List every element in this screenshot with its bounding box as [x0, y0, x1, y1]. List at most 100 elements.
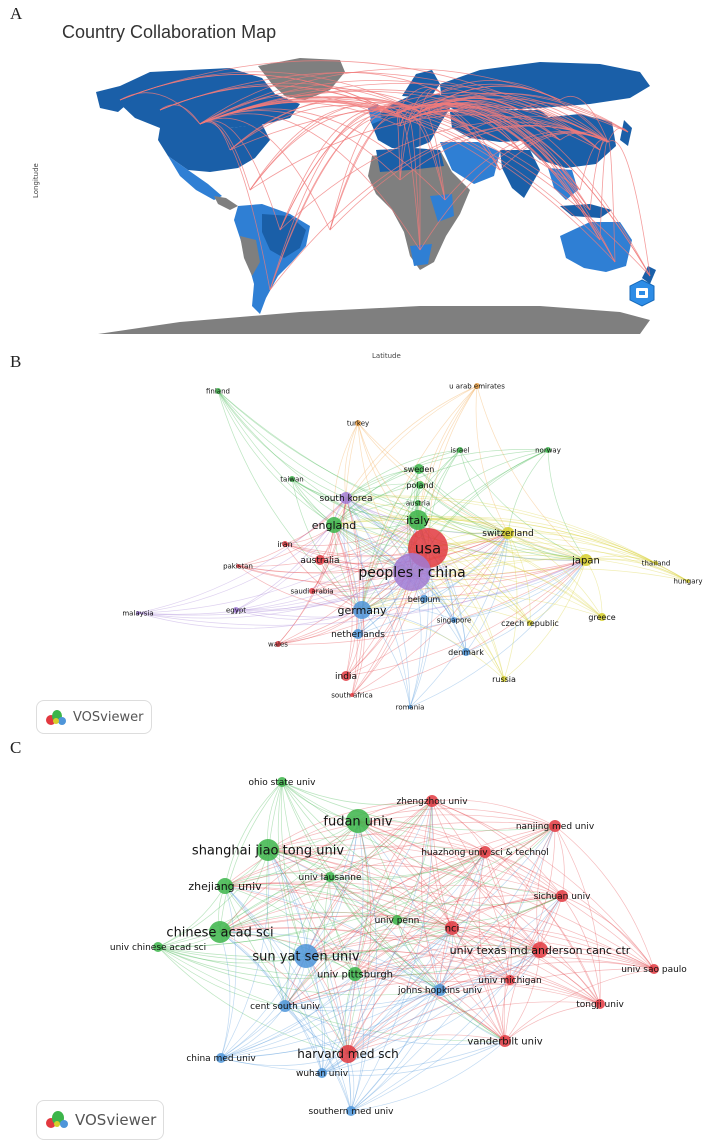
institution-node-univ-texas-md-anderson-canc-ctr[interactable] — [532, 942, 548, 958]
country-node-singapore[interactable] — [451, 617, 457, 623]
institution-node-china-med-univ[interactable] — [216, 1053, 226, 1063]
institution-link — [484, 851, 655, 970]
institution-node-univ-sao-paulo[interactable] — [649, 964, 659, 974]
country-link — [459, 449, 509, 534]
country-link — [345, 385, 478, 499]
institution-link — [224, 845, 486, 887]
collaboration-link — [519, 102, 609, 143]
institution-node-huazhong-univ-sci-technol[interactable] — [479, 846, 491, 858]
country-link — [529, 559, 587, 624]
country-node-netherlands[interactable] — [353, 629, 363, 639]
institution-node-chinese-acad-sci[interactable] — [209, 921, 231, 943]
institution-node-cent-south-univ[interactable] — [279, 1000, 291, 1012]
institution-link — [354, 800, 433, 975]
institution-link — [439, 978, 511, 991]
collaboration-link — [199, 120, 251, 191]
panel-a-letter: A — [10, 4, 23, 23]
institution-node-ohio-state-univ[interactable] — [277, 777, 287, 787]
country-label-england: england — [312, 519, 356, 532]
country-node-switzerland[interactable] — [502, 527, 514, 539]
country-node-turkey[interactable] — [355, 420, 361, 426]
institution-node-univ-michigan[interactable] — [505, 975, 515, 985]
country-node-austria[interactable] — [415, 500, 421, 506]
institution-node-vanderbilt-univ[interactable] — [499, 1035, 511, 1047]
country-node-peoples-r-china[interactable] — [393, 553, 431, 591]
institution-link — [224, 865, 563, 897]
institution-node-sun-yat-sen-univ[interactable] — [294, 944, 318, 968]
country-node-pakistan[interactable] — [236, 564, 240, 568]
country-node-egypt[interactable] — [233, 607, 239, 613]
institution-node-wuhan-univ[interactable] — [317, 1068, 327, 1078]
country-node-denmark[interactable] — [462, 648, 470, 656]
country-link — [361, 609, 467, 653]
institution-link — [321, 800, 433, 1074]
country-node-czech-republic[interactable] — [527, 620, 533, 626]
institution-label-zhengzhou-univ: zhengzhou univ — [396, 797, 468, 807]
institution-node-zhengzhou-univ[interactable] — [426, 795, 438, 807]
institution-node-southern-med-univ[interactable] — [346, 1106, 356, 1116]
country-node-belgium[interactable] — [420, 595, 428, 603]
institution-node-shanghai-jiao-tong-univ[interactable] — [257, 839, 279, 861]
institution-node-nanjing-med-univ[interactable] — [549, 820, 561, 832]
country-link — [345, 497, 411, 708]
country-node-malaysia[interactable] — [136, 611, 140, 615]
institution-node-univ-pittsburgh[interactable] — [348, 967, 362, 981]
country-node-italy[interactable] — [408, 510, 428, 530]
institution-link — [396, 851, 486, 921]
institution-link — [157, 946, 506, 1042]
country-node-australia[interactable] — [315, 555, 325, 565]
institution-link — [357, 820, 511, 981]
country-node-u-arab-emirates[interactable] — [474, 383, 480, 389]
country-node-greece[interactable] — [598, 613, 606, 621]
country-node-south-korea[interactable] — [340, 492, 352, 504]
collaboration-link — [119, 60, 609, 143]
institution-node-sichuan-univ[interactable] — [556, 890, 568, 902]
country-node-finland[interactable] — [215, 388, 221, 394]
collaboration-link — [199, 121, 271, 291]
map-logo-icon — [629, 279, 655, 307]
country-node-thailand[interactable] — [654, 561, 658, 565]
institution-network: fudan univ shanghai jiao tong univ chinese… — [110, 777, 687, 1117]
institution-link — [219, 911, 398, 933]
collaboration-link — [519, 131, 609, 151]
institution-link — [350, 820, 377, 1112]
country-link — [237, 524, 335, 567]
institution-node-zhejiang-univ[interactable] — [217, 878, 233, 894]
institution-link — [451, 895, 563, 929]
country-node-norway[interactable] — [545, 447, 551, 453]
collaboration-link — [371, 92, 609, 143]
institution-node-johns-hopkins-univ[interactable] — [434, 984, 446, 996]
country-node-saudi-arabia[interactable] — [309, 588, 315, 594]
institution-link — [224, 872, 331, 887]
country-node-poland[interactable] — [416, 481, 424, 489]
country-node-iran[interactable] — [282, 541, 288, 547]
institution-node-harvard-med-sch[interactable] — [339, 1045, 357, 1063]
country-node-taiwan[interactable] — [289, 476, 295, 482]
institution-node-univ-lausanne[interactable] — [325, 872, 335, 882]
institution-node-tongji-univ[interactable] — [595, 999, 605, 1009]
country-node-england[interactable] — [326, 517, 342, 533]
country-node-wales[interactable] — [275, 641, 281, 647]
collaboration-link — [199, 110, 401, 181]
country-node-romania[interactable] — [408, 705, 412, 709]
country-link — [291, 478, 363, 611]
institution-link — [347, 1034, 506, 1055]
country-node-india[interactable] — [341, 671, 351, 681]
institution-link — [220, 1040, 506, 1072]
institution-link — [219, 914, 655, 970]
institution-node-univ-chinese-acad-sci[interactable] — [153, 942, 163, 952]
country-link — [453, 532, 509, 621]
country-node-sweden[interactable] — [414, 464, 424, 474]
country-node-germany[interactable] — [353, 601, 371, 619]
country-network: usa peoples r china italy germany england jap… — [122, 382, 702, 711]
country-node-japan[interactable] — [580, 554, 592, 566]
institution-link — [219, 931, 349, 1055]
country-label-wales: wales — [268, 640, 288, 648]
institution-node-nci[interactable] — [445, 921, 459, 935]
institution-node-fudan-univ[interactable] — [346, 809, 370, 833]
country-node-israel[interactable] — [457, 447, 463, 453]
country-node-russia[interactable] — [501, 676, 507, 682]
institution-node-univ-penn[interactable] — [392, 915, 402, 925]
country-node-hungary[interactable] — [686, 579, 690, 583]
country-node-south-africa[interactable] — [350, 693, 354, 697]
